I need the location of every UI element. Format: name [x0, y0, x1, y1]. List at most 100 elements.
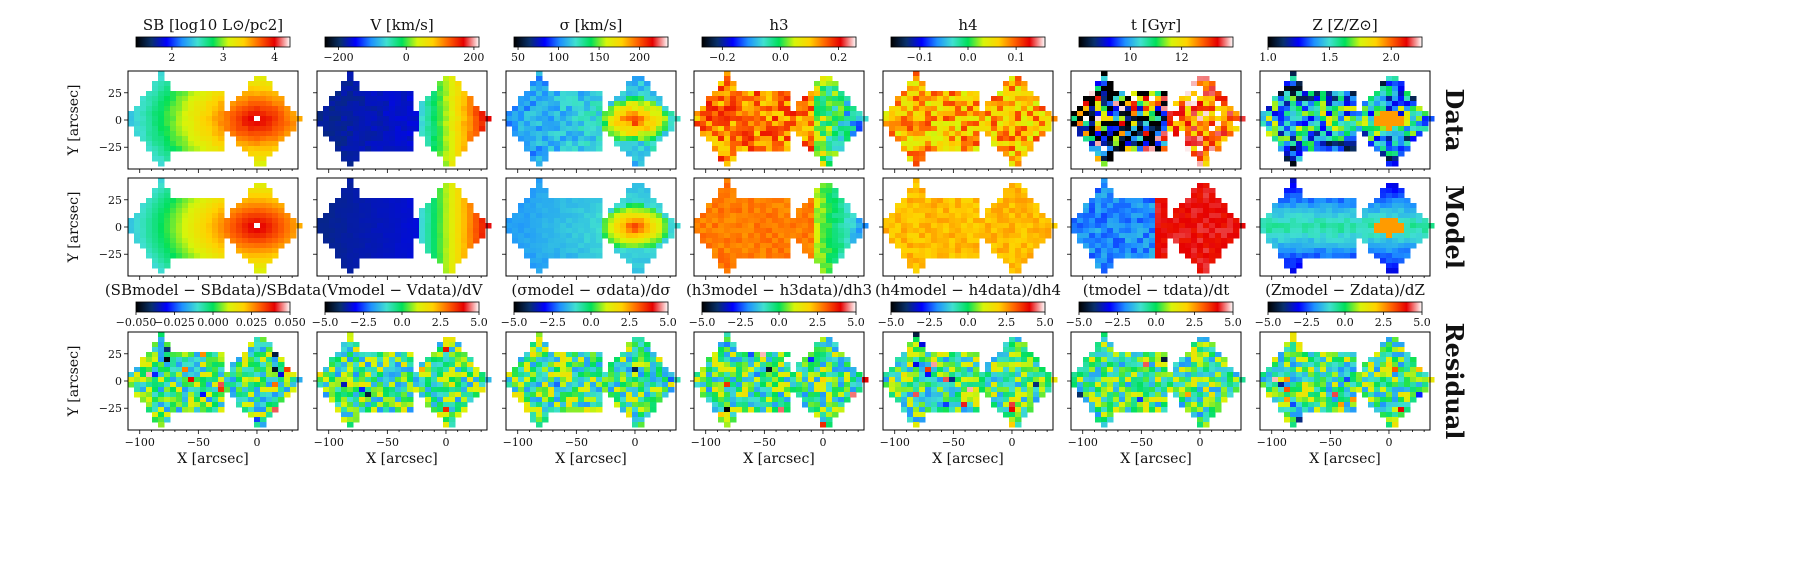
cell [176, 253, 183, 259]
cell [455, 136, 462, 142]
cell [754, 367, 761, 373]
cell [730, 243, 737, 249]
cell [518, 208, 525, 214]
cell [530, 131, 537, 137]
cell [644, 198, 651, 204]
cell [566, 208, 573, 214]
cell [967, 228, 974, 234]
cell [937, 126, 944, 132]
colorbar-tick-label: 0.0 [770, 316, 788, 329]
cell [437, 151, 444, 157]
cell [832, 81, 839, 87]
cell [566, 238, 573, 244]
cell [1021, 151, 1028, 157]
cell [712, 208, 719, 214]
cell [572, 126, 579, 132]
cell [602, 233, 609, 239]
cell [614, 106, 621, 112]
cell [784, 387, 791, 393]
cell [913, 156, 920, 162]
cell [907, 101, 914, 107]
cell [973, 146, 980, 152]
cell [626, 81, 633, 87]
cell [706, 116, 713, 122]
cell [796, 213, 803, 219]
cell [730, 392, 737, 398]
cell [700, 106, 707, 112]
cell [901, 372, 908, 378]
cell [455, 412, 462, 418]
cell [949, 111, 956, 117]
cell [194, 218, 201, 224]
cell [778, 248, 785, 254]
cell [449, 208, 456, 214]
cell [506, 218, 513, 224]
cell [389, 238, 396, 244]
cell [260, 243, 267, 249]
cell [760, 223, 767, 229]
cell [425, 208, 432, 214]
cell [662, 372, 669, 378]
cell [856, 233, 863, 239]
cell [736, 111, 743, 117]
cell [554, 382, 561, 388]
cell [206, 243, 213, 249]
cell [158, 161, 165, 167]
cell [461, 228, 468, 234]
cell [802, 218, 809, 224]
cell [638, 402, 645, 408]
cell [706, 111, 713, 117]
cell [712, 397, 719, 403]
cell [760, 141, 767, 147]
cell [1003, 101, 1010, 107]
cell [748, 243, 755, 249]
cell [913, 228, 920, 234]
cell [632, 352, 639, 358]
cell [907, 126, 914, 132]
cell [742, 397, 749, 403]
cell [479, 387, 486, 393]
cell [856, 382, 863, 388]
cell [1039, 126, 1046, 132]
cell [206, 397, 213, 403]
voronoi-cells [506, 332, 681, 428]
cell [212, 367, 219, 373]
cell [176, 101, 183, 107]
cell [742, 121, 749, 127]
cell [518, 131, 525, 137]
cell [347, 223, 354, 229]
cell [365, 372, 372, 378]
cell [736, 233, 743, 239]
cell [158, 268, 165, 274]
cell [832, 382, 839, 388]
cell [772, 96, 779, 102]
cell [656, 372, 663, 378]
cell [820, 161, 827, 167]
cell [140, 387, 147, 393]
cell [437, 86, 444, 92]
cell [730, 131, 737, 137]
cell [365, 106, 372, 112]
cell [1003, 146, 1010, 152]
cell [377, 203, 384, 209]
cell [194, 367, 201, 373]
cell [536, 412, 543, 418]
cell [437, 407, 444, 413]
cell [760, 397, 767, 403]
x-tick-label: −50 [565, 436, 588, 449]
cell [524, 228, 531, 234]
cell [596, 243, 603, 249]
cell [826, 81, 833, 87]
cell [1051, 223, 1058, 229]
cell [407, 101, 414, 107]
cell [467, 377, 474, 383]
cell [242, 131, 249, 137]
cell [838, 213, 845, 219]
cell [931, 228, 938, 234]
cell [347, 397, 354, 403]
cell [554, 208, 561, 214]
cell [176, 367, 183, 373]
cell [224, 233, 231, 239]
cell [760, 101, 767, 107]
cell [473, 238, 480, 244]
